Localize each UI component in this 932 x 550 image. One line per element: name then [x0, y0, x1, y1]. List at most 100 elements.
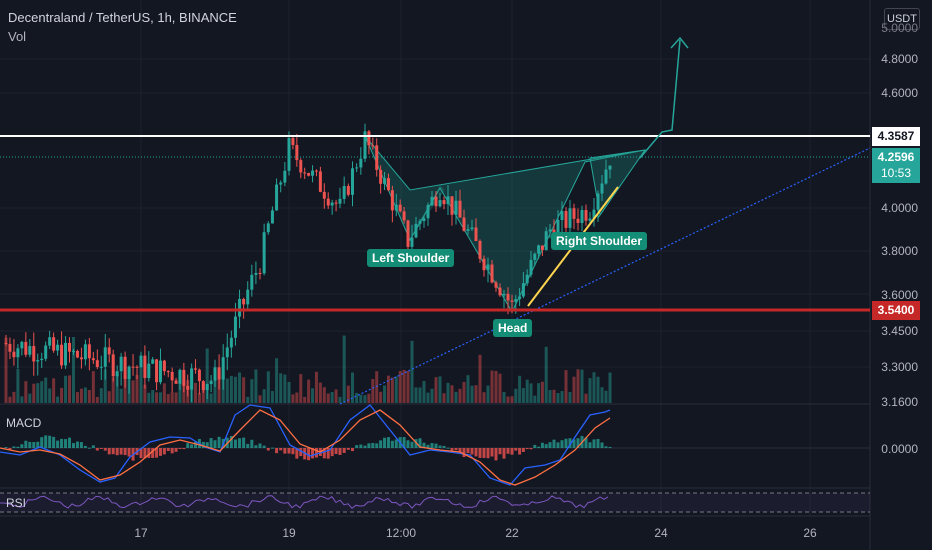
macd-line [0, 404, 611, 486]
macd-histogram-bar [311, 448, 315, 459]
volume-bar [64, 375, 68, 403]
candle-body [166, 371, 170, 373]
macd-histogram-bar [48, 435, 52, 448]
volume-bar [506, 396, 510, 403]
macd-histogram-bar [386, 437, 390, 448]
volume-bar [52, 378, 56, 403]
volume-bar [544, 346, 548, 403]
macd-histogram-bar [229, 435, 233, 448]
volume-bar [209, 393, 213, 403]
volume-bar [375, 371, 379, 403]
macd-histogram-bar [537, 446, 541, 448]
candle-body [246, 289, 250, 305]
volume-bar [28, 393, 32, 403]
macd-histogram-bar [123, 448, 127, 456]
volume-bar [303, 396, 307, 403]
candle-body [28, 346, 32, 355]
right-shoulder-zone [589, 149, 647, 217]
volume-bar [205, 348, 209, 403]
candle-body [103, 347, 107, 367]
candle-body [75, 350, 79, 358]
volume-bar [229, 375, 233, 403]
macd-histogram-bar [119, 448, 123, 455]
candle-body [4, 343, 8, 344]
macd-histogram-bar [242, 437, 246, 448]
macd-histogram-bar [390, 440, 394, 448]
candle-body [406, 220, 410, 247]
candle-body [24, 341, 28, 355]
candle-body [318, 171, 322, 192]
volume-bar [466, 375, 470, 403]
macd-histogram-bar [548, 442, 552, 448]
volume-bar [438, 376, 442, 403]
macd-histogram-bar [151, 448, 155, 458]
candle-body [458, 200, 462, 218]
macd-histogram-bar [307, 448, 311, 461]
candle-body [279, 182, 283, 185]
volume-bar [371, 379, 375, 403]
candle-body [299, 160, 303, 173]
macd-histogram-bar [275, 448, 279, 454]
macd-histogram-bar [107, 448, 111, 455]
macd-tick: 0.0000 [881, 442, 918, 456]
candle-body [87, 344, 91, 359]
macd-histogram-bar [564, 438, 568, 448]
volume-bar [430, 388, 434, 403]
volume-bar [330, 391, 334, 403]
candle-body [490, 264, 494, 283]
macd-histogram-bar [213, 440, 217, 448]
volume-bar [262, 389, 266, 403]
volume-bar [540, 381, 544, 403]
volume-bar [8, 396, 12, 403]
volume-bar [250, 379, 254, 403]
candle-body [414, 223, 418, 238]
macd-histogram-bar [592, 439, 596, 448]
right-shoulder-support [597, 185, 621, 219]
volume-bar [552, 389, 556, 403]
macd-histogram-bar [209, 438, 213, 448]
volume-bar [548, 390, 552, 403]
macd-histogram-bar [28, 441, 32, 448]
volume-bar [279, 373, 283, 403]
macd-histogram-bar [143, 448, 147, 459]
volume-label[interactable]: Vol [8, 29, 27, 44]
head-label[interactable]: Head [493, 319, 533, 337]
macd-histogram-bar [262, 445, 266, 448]
macd-histogram-bar [79, 442, 83, 448]
candle-body [588, 218, 592, 221]
candle-body [371, 145, 375, 147]
macd-histogram-bar [470, 448, 474, 455]
candle-body [518, 296, 522, 300]
candle-body [170, 371, 174, 381]
macd-histogram-bar [287, 448, 291, 454]
currency-button[interactable]: USDT [884, 8, 920, 30]
macd-histogram-bar [529, 448, 533, 450]
candle-body [56, 344, 60, 351]
macd-histogram-bar [490, 448, 494, 457]
macd-histogram-bar [71, 443, 75, 448]
candle-body [283, 170, 287, 183]
macd-histogram-bar [454, 448, 458, 451]
volume-bar [414, 387, 418, 403]
volume-bar [334, 389, 338, 403]
macd-histogram-bar [147, 448, 151, 458]
macd-label[interactable]: MACD [6, 416, 42, 430]
price-tick: 4.6000 [881, 86, 918, 100]
macd-histogram-bar [330, 448, 334, 457]
volume-bar [174, 392, 178, 403]
candle-body [540, 245, 544, 251]
candle-body [311, 170, 315, 176]
chart-title[interactable]: Decentraland / TetherUS, 1h, BINANCE [8, 10, 237, 25]
left-shoulder-label[interactable]: Left Shoulder [367, 249, 455, 267]
candle-body [537, 245, 541, 254]
volume-bar [338, 396, 342, 403]
candle-body [506, 293, 510, 301]
rsi-label[interactable]: RSI [6, 496, 27, 510]
volume-bar [299, 374, 303, 403]
right-shoulder-label[interactable]: Right Shoulder [551, 232, 647, 250]
volume-bar [166, 394, 170, 403]
macd-histogram-bar [502, 448, 506, 459]
price-tick: 3.8000 [881, 244, 918, 258]
candle-body [99, 366, 103, 368]
resistance-price-badge: 4.3587 [872, 127, 920, 146]
